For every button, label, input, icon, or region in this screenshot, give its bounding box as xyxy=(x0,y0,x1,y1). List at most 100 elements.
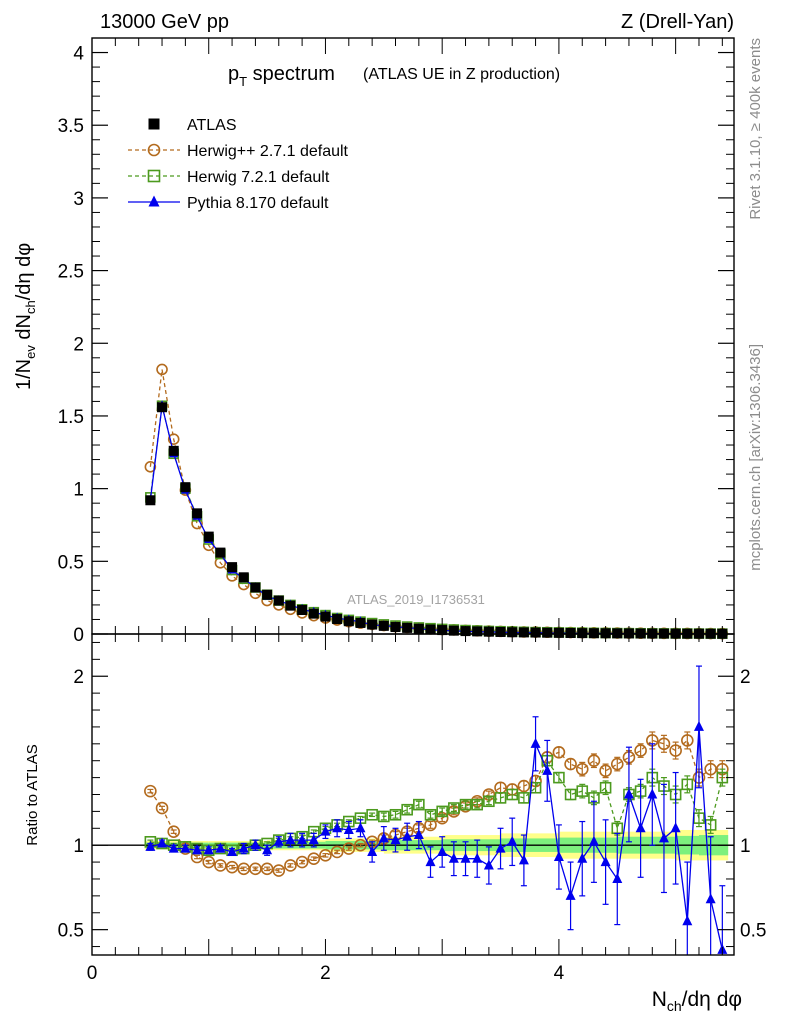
legend-label: Herwig 7.2.1 default xyxy=(187,169,330,186)
main-ytick-label: 3 xyxy=(73,189,84,210)
ratio-point xyxy=(657,737,671,751)
ratio-point xyxy=(670,822,681,833)
ratio-point xyxy=(424,808,437,821)
ratio-point xyxy=(599,781,612,794)
main-point xyxy=(448,625,459,636)
main-point xyxy=(203,531,214,542)
main-point xyxy=(588,628,599,639)
main-point xyxy=(378,620,389,631)
legend-entry-herwig-7-2-1-default: Herwig 7.2.1 default xyxy=(128,169,330,186)
ratio-point xyxy=(307,852,321,866)
ratio-ytick-label: 1 xyxy=(73,836,84,857)
main-point xyxy=(367,619,378,630)
ratio-xtick-label: 2 xyxy=(320,963,331,984)
ratio-point xyxy=(448,802,460,814)
ratio-point xyxy=(588,835,599,846)
ratio-point xyxy=(542,764,553,775)
ratio-point xyxy=(681,778,694,791)
legend-label: Pythia 8.170 default xyxy=(187,195,329,212)
ratio-point xyxy=(623,788,634,799)
main-point xyxy=(472,626,483,637)
main-point xyxy=(495,626,506,637)
main-point xyxy=(145,495,156,506)
main-point xyxy=(180,482,191,493)
ratio-point xyxy=(342,842,356,855)
plot-title-note: (ATLAS UE in Z production) xyxy=(363,66,560,83)
ratio-point xyxy=(214,859,227,872)
ratio-xtick-label: 0 xyxy=(87,963,98,984)
ratio-point xyxy=(658,832,669,843)
ratio-point xyxy=(262,844,273,855)
ratio-point xyxy=(483,795,495,808)
ratio-point xyxy=(215,842,226,853)
ratio-point xyxy=(227,845,238,856)
main-point xyxy=(308,608,319,619)
main-point xyxy=(273,595,284,606)
ratio-point xyxy=(389,808,402,821)
main-point xyxy=(144,461,157,473)
ratio-point xyxy=(297,834,308,845)
ratio-point xyxy=(517,779,531,793)
ratio-point xyxy=(682,915,693,926)
legend-entry-atlas: ATLAS xyxy=(148,117,237,134)
ratio-point xyxy=(319,849,332,862)
ratio-point xyxy=(157,837,168,848)
header-right: Z (Drell-Yan) xyxy=(621,11,734,33)
main-point xyxy=(238,572,249,583)
legend-marker xyxy=(148,195,160,207)
ratio-point xyxy=(144,784,157,798)
legend-marker xyxy=(147,169,161,183)
ratio-point xyxy=(155,801,169,815)
main-point xyxy=(157,402,168,413)
main-point xyxy=(215,547,226,558)
plot-title: pT spectrum xyxy=(228,63,335,89)
analysis-watermark: ATLAS_2019_I1736531 xyxy=(347,592,485,607)
legend-label: ATLAS xyxy=(187,117,237,134)
ratio-point xyxy=(238,842,249,853)
ratio-point xyxy=(366,808,378,821)
ratio-point xyxy=(284,859,297,872)
ratio-point xyxy=(635,822,646,833)
main-point xyxy=(565,627,576,638)
ratio-point xyxy=(518,854,529,865)
ratio-point xyxy=(565,889,576,900)
ratio-point xyxy=(472,852,483,863)
main-ytick-label: 1.5 xyxy=(58,407,84,428)
ratio-point xyxy=(530,737,541,748)
ratio-point xyxy=(413,798,425,811)
ratio-series-group xyxy=(144,665,729,955)
main-ytick-label: 0.5 xyxy=(58,552,84,573)
ratio-point xyxy=(506,788,519,801)
main-ytick-label: 2 xyxy=(73,334,84,355)
legend-entry-pythia-8-170-default: Pythia 8.170 default xyxy=(128,195,329,212)
ratio-xtick-label: 4 xyxy=(554,963,565,984)
main-point xyxy=(297,605,308,616)
main-point xyxy=(250,582,261,593)
ratio-point xyxy=(576,785,589,797)
main-point xyxy=(192,508,203,519)
ratio-point xyxy=(273,835,284,846)
title-main: p xyxy=(228,63,239,85)
ratio-point xyxy=(332,822,343,833)
legend-marker xyxy=(147,143,161,157)
ratio-point xyxy=(634,744,647,757)
ratio-point xyxy=(460,852,471,863)
main-point xyxy=(355,617,366,628)
ratio-point xyxy=(610,757,624,771)
main-ylabel: 1/Nev dNch/dη dφ xyxy=(13,243,38,390)
ratio-point xyxy=(378,832,389,843)
ratio-point xyxy=(295,855,309,869)
ratio-series-line xyxy=(149,739,723,872)
ratio-point xyxy=(494,792,507,804)
ratio-ytick-label-right: 2 xyxy=(740,667,751,688)
ratio-point xyxy=(553,851,564,862)
legend-label: Herwig++ 2.7.1 default xyxy=(187,143,349,160)
ratio-point xyxy=(343,823,354,834)
ratio-point xyxy=(669,744,682,757)
ratio-point xyxy=(612,872,623,883)
ratio-point xyxy=(180,842,191,853)
ratio-point xyxy=(575,762,589,776)
main-point xyxy=(320,611,331,622)
ratio-point xyxy=(401,803,413,816)
ratio-point xyxy=(425,856,436,867)
